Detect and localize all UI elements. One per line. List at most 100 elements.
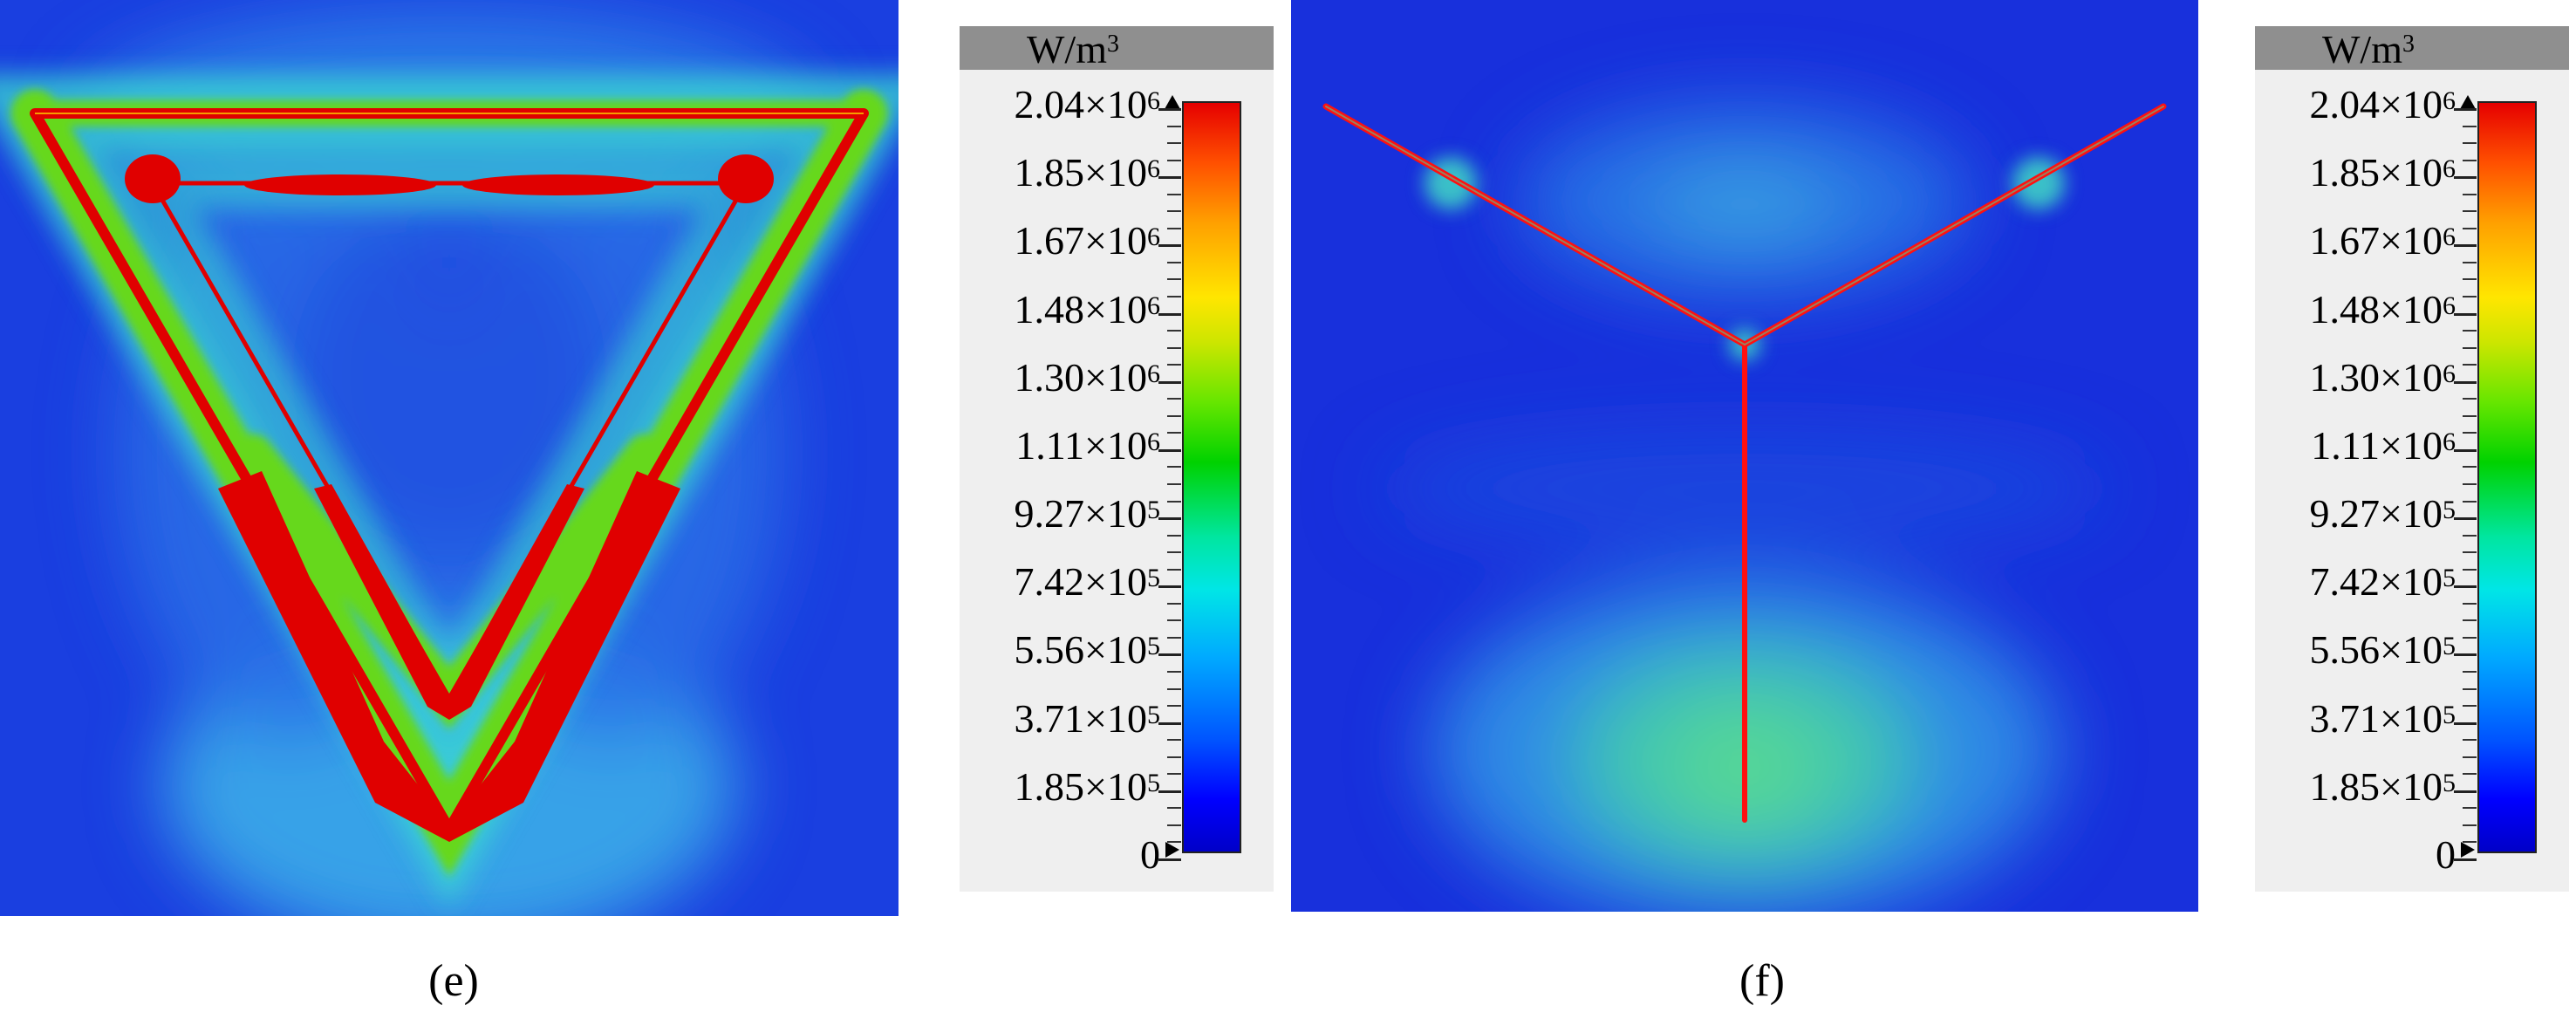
colorbar-tick-mark [1167,346,1181,349]
colorbar-tick-mark [1167,568,1181,571]
colorbar-max-marker [2460,95,2476,109]
colorbar-tick-mark [1158,517,1181,521]
colorbar-tick-mark [1167,364,1181,366]
colorbar-tick-mark [1158,108,1181,111]
tick-times: × [2380,763,2402,809]
tick-exponent: 5 [1147,564,1160,593]
tick-base: 10 [1107,763,1147,809]
colorbar-tick-mark [1167,296,1181,297]
colorbar-tick-label: 7.42×105 [1015,557,1160,606]
tick-times: × [1084,218,1107,263]
colorbar-tick-mark [1167,705,1181,708]
colorbar-tick-mark [2463,636,2477,639]
tick-base: 10 [2402,150,2443,195]
colorbar-tick-mark [1167,534,1181,537]
tick-mantissa: 2.04 [2309,82,2381,127]
colorbar-tick-mark [2463,261,2477,263]
colorbar-tick-mark [2463,534,2477,537]
colorbar-tick-mark [1167,278,1181,281]
tick-base: 10 [2402,695,2443,741]
colorbar-tick-label: 5.56×105 [1015,626,1160,674]
colorbar-tick-label: 3.71×105 [1015,694,1160,743]
tick-times: × [2380,82,2402,127]
colorbar-tick-mark [2454,585,2477,589]
tick-mantissa: 9.27 [1014,491,1085,537]
colorbar-tick-mark [2463,466,2477,468]
tick-times: × [1084,559,1107,605]
tick-exponent: 5 [1147,496,1160,525]
colorbar-tick-mark [1158,858,1181,861]
colorbar-tick-mark [1167,398,1181,400]
tick-base: 10 [2402,627,2443,673]
tick-exponent: 6 [1147,154,1160,184]
tick-times: × [2380,627,2402,673]
tick-exponent: 5 [2443,700,2456,729]
caption-e: (e) [428,956,479,1006]
colorbar-tick-mark [1167,227,1181,229]
colorbar-tick-label: 0 [2436,831,2456,879]
colorbar-tick-mark [2463,671,2477,673]
tick-base: 10 [2402,218,2443,263]
colorbar-tick-mark [2463,432,2477,434]
tick-mantissa: 1.85 [2309,150,2381,195]
colorbar-min-marker [2461,842,2475,858]
colorbar-tick-mark [1167,687,1181,690]
colorbar-tick-mark [1167,432,1181,434]
tick-base: 10 [1107,559,1147,605]
tick-times: × [1084,422,1107,468]
tick-exponent: 6 [2443,291,2456,320]
colorbar-tick-mark [2463,159,2477,161]
tick-times: × [2380,695,2402,741]
tick-mantissa: 1.85 [1014,763,1085,809]
colorbar-tick-label: 1.85×105 [2310,763,2456,811]
colorbar-tick-label: 1.85×106 [2310,148,2456,197]
tick-base: 10 [2402,354,2443,400]
colorbar-tick-label: 5.56×105 [2310,626,2456,674]
colorbar-tick-mark [1167,773,1181,776]
tick-base: 10 [1107,627,1147,673]
tick-mantissa: 2.04 [1014,82,1085,127]
field-map-f [1291,0,2198,912]
tick-mantissa: 3.71 [1014,695,1085,741]
tick-mantissa: 0 [1140,832,1160,877]
colorbar-tick-mark [2463,551,2477,554]
colorbar-tick-mark [2454,790,2477,793]
tick-exponent: 5 [2443,496,2456,525]
tick-times: × [2380,491,2402,537]
tick-exponent: 6 [2443,86,2456,115]
colorbar-tick-mark [2454,517,2477,521]
tick-mantissa: 5.56 [2309,627,2381,673]
tick-exponent: 6 [1147,86,1160,115]
tick-mantissa: 1.30 [2309,354,2381,400]
tick-mantissa: 1.11 [2311,422,2381,468]
tick-base: 10 [2402,559,2443,605]
tick-exponent: 6 [2443,359,2456,388]
colorbar-unit: W/m3 [1027,27,1119,72]
tick-times: × [2380,422,2402,468]
tick-times: × [1084,695,1107,741]
colorbar-tick-mark [1167,671,1181,673]
colorbar-tick-mark [2463,227,2477,229]
tick-mantissa: 9.27 [2309,491,2381,537]
colorbar-tick-mark [2463,602,2477,605]
colorbar-tick-mark [1167,210,1181,213]
colorbar-tick-mark [2454,108,2477,111]
colorbar-tick-mark [2463,687,2477,690]
tick-mantissa: 1.67 [2309,218,2381,263]
tick-times: × [1084,150,1107,195]
colorbar-tick-mark [2454,722,2477,725]
colorbar-tick-mark [1167,159,1181,161]
colorbar-header [960,26,1274,70]
tick-mantissa: 5.56 [1014,627,1085,673]
colorbar-tick-label: 1.67×106 [1015,216,1160,265]
tick-mantissa: 3.71 [2309,695,2381,741]
tick-times: × [2380,150,2402,195]
colorbar-tick-label: 0 [1140,831,1160,879]
colorbar-tick-mark [2463,330,2477,332]
colorbar-unit: W/m3 [2322,27,2415,72]
colorbar-tick-label: 1.67×106 [2310,216,2456,265]
tick-times: × [2380,559,2402,605]
colorbar-tick-mark [2454,312,2477,316]
colorbar-tick-label: 1.85×106 [1015,148,1160,197]
colorbar-tick-mark [2463,568,2477,571]
